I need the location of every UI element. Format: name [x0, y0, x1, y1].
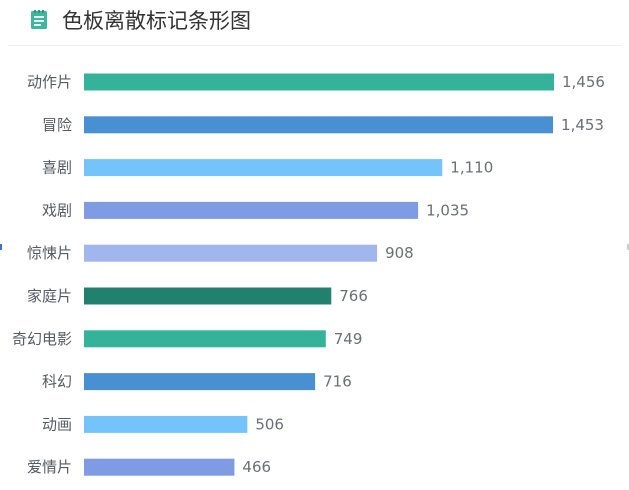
value-label: 1,456 [562, 73, 605, 91]
bar[interactable] [84, 244, 378, 262]
value-label: 506 [255, 415, 284, 433]
right-edge-marker [627, 244, 629, 250]
value-label: 766 [339, 287, 368, 305]
category-label: 爱情片 [27, 458, 72, 476]
category-label: 奇幻电影 [12, 330, 72, 348]
bar[interactable] [84, 373, 316, 391]
bar[interactable] [84, 287, 332, 305]
bar[interactable] [84, 159, 443, 177]
bar[interactable] [84, 458, 235, 476]
category-label: 喜剧 [42, 159, 72, 177]
bar[interactable] [84, 415, 248, 433]
bar[interactable] [84, 330, 326, 348]
notepad-icon [31, 10, 47, 29]
value-label: 466 [242, 458, 271, 476]
category-label: 科幻 [42, 373, 72, 391]
category-label: 动画 [42, 415, 72, 433]
value-label: 716 [323, 373, 352, 391]
category-label: 家庭片 [27, 287, 72, 305]
chart-header: 色板离散标记条形图 [0, 0, 629, 44]
category-label: 惊悚片 [27, 244, 72, 262]
value-label: 1,453 [561, 116, 604, 134]
chart-title: 色板离散标记条形图 [62, 9, 251, 33]
value-label: 1,110 [450, 159, 493, 177]
value-label: 908 [385, 244, 414, 262]
bar[interactable] [84, 201, 419, 219]
value-label: 749 [334, 330, 363, 348]
left-edge-marker [0, 244, 2, 250]
header-divider [8, 45, 621, 46]
category-label: 戏剧 [42, 201, 72, 219]
bar[interactable] [84, 73, 554, 91]
bar[interactable] [84, 116, 554, 134]
value-label: 1,035 [426, 201, 469, 219]
category-label: 冒险 [42, 116, 72, 134]
category-label: 动作片 [27, 73, 72, 91]
